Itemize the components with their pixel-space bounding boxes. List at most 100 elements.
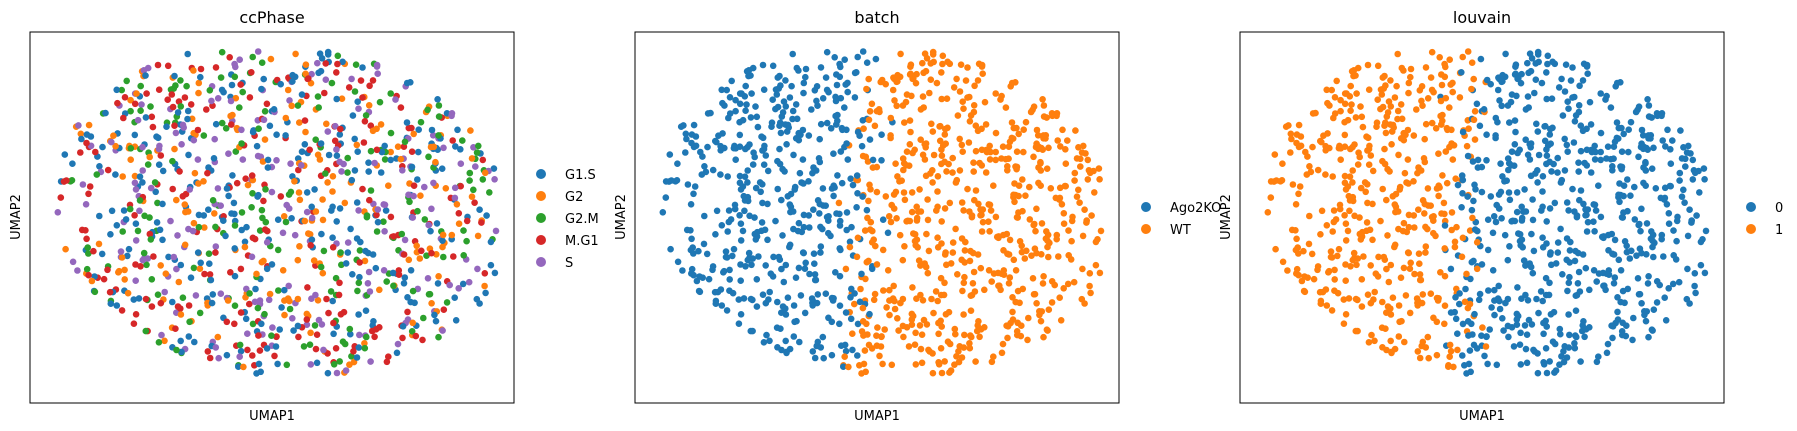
scatter-point: [1342, 220, 1350, 227]
scatter-point: [812, 276, 820, 284]
scatter-point: [181, 241, 189, 249]
scatter-point: [306, 231, 314, 238]
scatter-point: [1563, 354, 1571, 361]
scatter-point: [903, 148, 911, 155]
scatter-point: [319, 269, 327, 277]
scatter-point: [1537, 288, 1545, 295]
scatter-point: [1451, 243, 1459, 251]
scatter-point: [1352, 114, 1360, 121]
scatter-point: [995, 233, 1002, 240]
legend-item: WT: [1141, 223, 1191, 238]
scatter-point: [766, 337, 773, 345]
scatter-point: [1544, 60, 1551, 68]
scatter-point: [827, 125, 835, 132]
scatter-point: [1524, 297, 1532, 304]
scatter-point: [1383, 265, 1390, 273]
scatter-point: [1456, 94, 1464, 101]
scatter-point: [369, 127, 377, 135]
scatter-point: [1401, 169, 1409, 177]
scatter-point: [1600, 233, 1607, 240]
scatter-point: [1565, 311, 1572, 318]
scatter-point: [1357, 184, 1365, 192]
scatter-point: [1532, 76, 1540, 83]
scatter-point: [159, 236, 166, 244]
scatter-point: [301, 141, 309, 148]
scatter-point: [466, 177, 473, 184]
scatter-point: [295, 166, 302, 174]
scatter-point: [992, 90, 999, 97]
scatter-point: [142, 295, 150, 303]
scatter-point: [367, 187, 375, 194]
scatter-point: [1474, 227, 1481, 235]
scatter-point: [306, 146, 314, 154]
scatter-point: [1048, 299, 1056, 306]
scatter-point: [187, 274, 195, 282]
scatter-point: [1369, 200, 1376, 208]
scatter-point: [260, 257, 267, 265]
scatter-point: [236, 341, 244, 349]
scatter-point: [1088, 212, 1095, 219]
scatter-point: [357, 238, 364, 246]
scatter-point: [886, 311, 893, 319]
scatter-point: [231, 302, 239, 310]
scatter-point: [933, 79, 941, 87]
scatter-point: [229, 172, 236, 179]
scatter-point: [325, 151, 333, 159]
scatter-point: [412, 332, 420, 340]
scatter-point: [690, 190, 697, 198]
scatter-point: [117, 248, 125, 255]
scatter-point: [383, 278, 391, 285]
scatter-point: [997, 96, 1004, 103]
scatter-point: [1469, 214, 1476, 222]
scatter-point: [355, 207, 362, 214]
scatter-point: [473, 295, 481, 303]
scatter-point: [836, 245, 843, 252]
scatter-point: [417, 118, 425, 126]
scatter-point: [1071, 177, 1078, 184]
scatter-point: [282, 114, 290, 122]
scatter-point: [971, 196, 978, 204]
scatter-point: [428, 126, 436, 134]
scatter-point: [938, 218, 945, 225]
scatter-point: [439, 327, 446, 334]
scatter-point: [935, 330, 942, 338]
scatter-point: [1369, 236, 1376, 244]
scatter-point: [254, 193, 261, 200]
scatter-point: [695, 247, 702, 255]
legend-label: G2.M: [565, 212, 599, 227]
scatter-point: [460, 252, 468, 259]
scatter-point: [1427, 290, 1435, 298]
scatter-point: [1566, 331, 1573, 339]
scatter-point: [139, 143, 146, 151]
scatter-point: [859, 152, 867, 160]
scatter-point: [1406, 309, 1414, 317]
scatter-point: [950, 84, 958, 91]
scatter-point: [1475, 296, 1483, 304]
scatter-point: [822, 290, 830, 298]
scatter-point: [899, 322, 907, 330]
scatter-point: [1008, 119, 1016, 126]
scatter-point: [269, 324, 276, 331]
scatter-point: [127, 96, 134, 104]
scatter-point: [783, 348, 790, 356]
scatter-point: [258, 206, 266, 214]
scatter-point: [811, 260, 818, 268]
scatter-point: [776, 145, 783, 153]
scatter-point: [452, 143, 459, 150]
scatter-point: [1686, 206, 1693, 213]
scatter-point: [1508, 162, 1515, 169]
scatter-point: [381, 201, 389, 209]
scatter-point: [200, 212, 208, 219]
scatter-point: [328, 79, 336, 87]
scatter-point: [1689, 156, 1697, 164]
scatter-point: [971, 82, 978, 90]
scatter-point: [1341, 179, 1349, 187]
scatter-point: [946, 199, 954, 207]
scatter-point: [124, 289, 132, 297]
scatter-point: [1342, 277, 1349, 285]
scatter-point: [1464, 304, 1472, 312]
scatter-point: [1030, 291, 1038, 298]
scatter-point: [100, 275, 108, 283]
scatter-point: [983, 148, 991, 156]
scatter-point: [291, 178, 298, 185]
